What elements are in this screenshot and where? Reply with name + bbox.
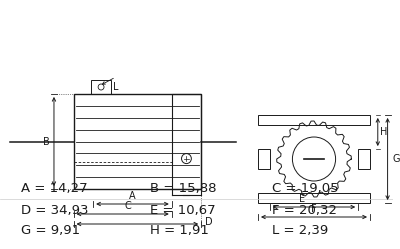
Text: D: D — [205, 217, 213, 227]
Text: B = 15,88: B = 15,88 — [150, 183, 217, 195]
Text: B: B — [43, 136, 50, 146]
Text: H: H — [380, 127, 387, 137]
Text: F = 20,32: F = 20,32 — [272, 204, 337, 217]
Bar — [74, 94, 201, 189]
Text: C: C — [124, 201, 131, 211]
Bar — [258, 115, 370, 125]
Text: G = 9,91: G = 9,91 — [21, 224, 80, 237]
Text: A = 14,27: A = 14,27 — [21, 183, 87, 195]
Bar — [258, 149, 270, 169]
Text: L = 2,39: L = 2,39 — [272, 224, 328, 237]
Text: E: E — [299, 194, 305, 204]
Bar — [258, 193, 370, 203]
Text: F: F — [311, 204, 317, 214]
Text: E = 10,67: E = 10,67 — [150, 204, 216, 217]
Bar — [91, 80, 111, 94]
Text: C = 19,05: C = 19,05 — [272, 183, 338, 195]
Text: G: G — [392, 154, 400, 164]
Text: D = 34,93: D = 34,93 — [21, 204, 88, 217]
Text: A: A — [129, 191, 136, 201]
Bar — [172, 94, 201, 189]
Text: H = 1,91: H = 1,91 — [150, 224, 209, 237]
Text: L: L — [113, 82, 118, 92]
Bar — [358, 149, 370, 169]
